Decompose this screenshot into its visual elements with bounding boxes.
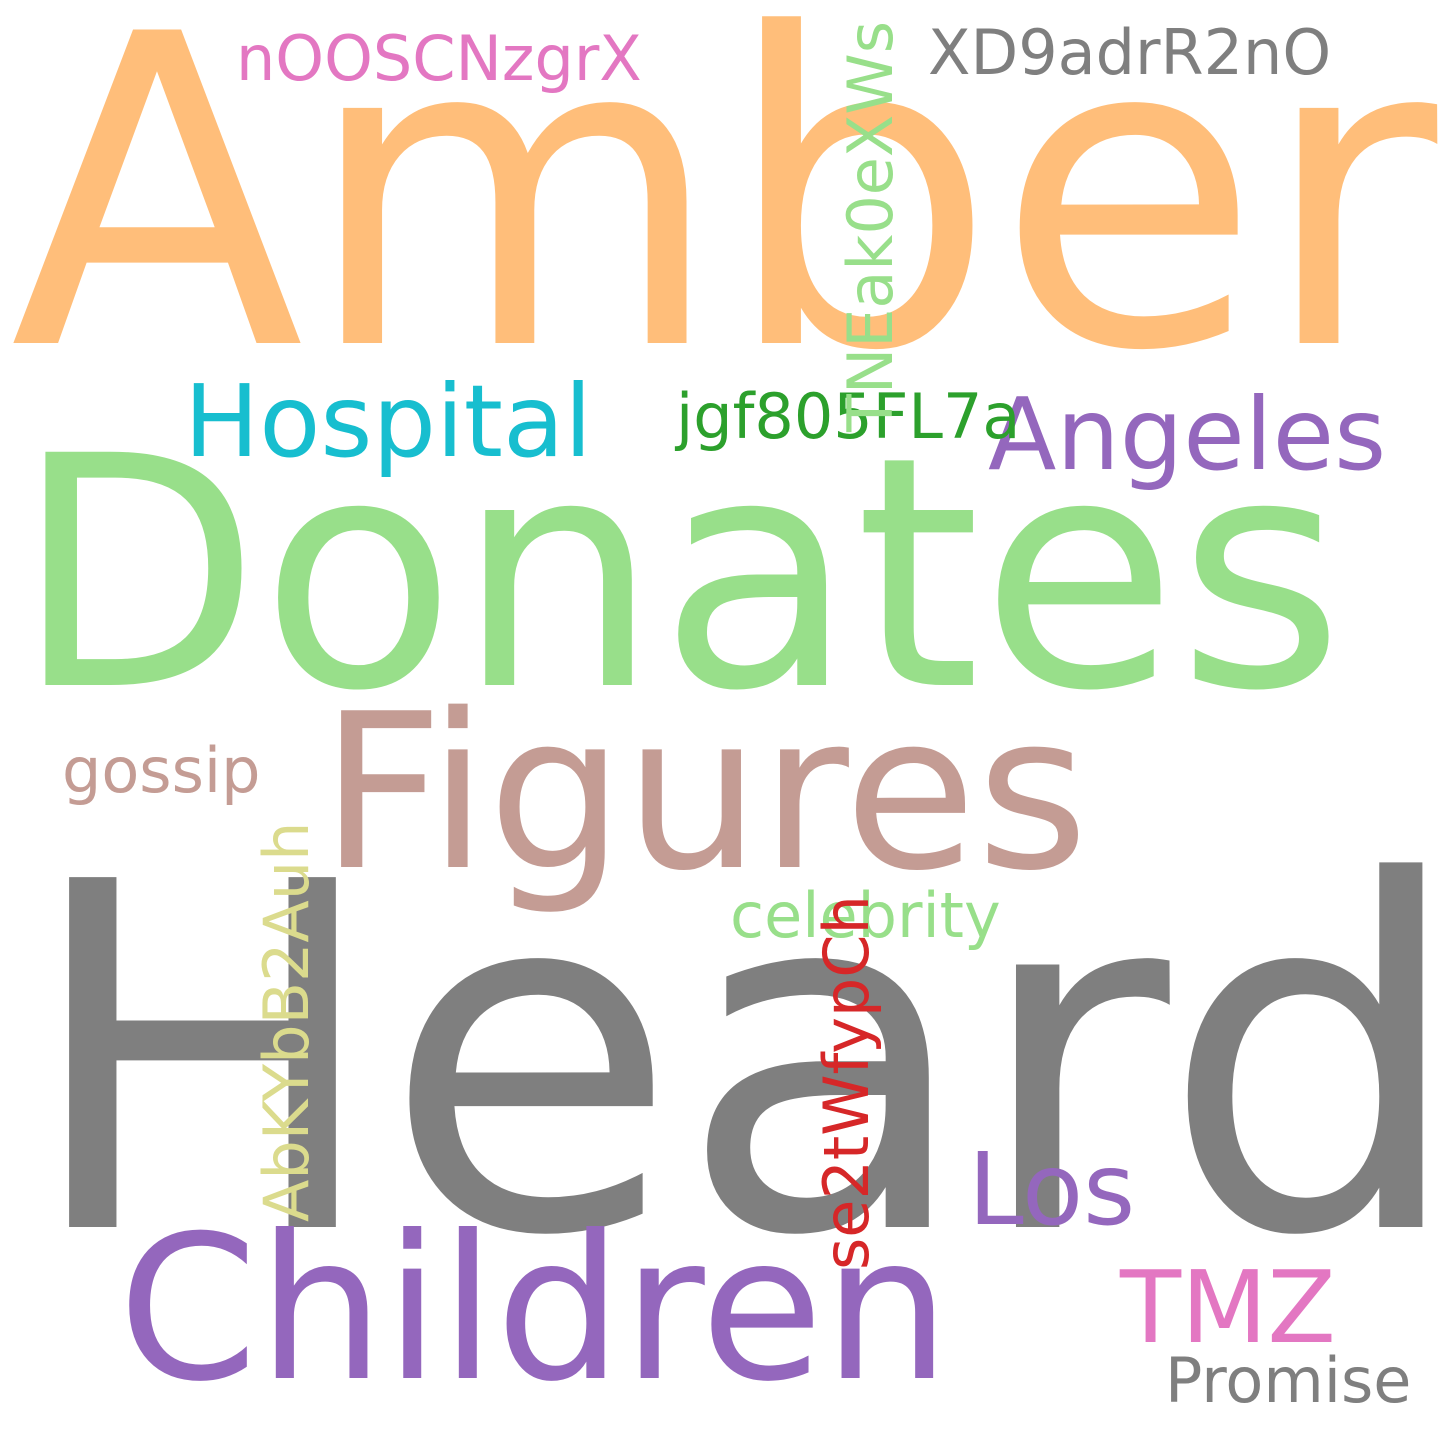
word-hospital: Hospital [184, 363, 593, 480]
word-gossip: gossip [62, 734, 261, 807]
word-jgf: jgf805FL7a [676, 380, 1021, 453]
word-xd9: XD9adrR2nO [928, 16, 1332, 89]
word-donates: Donates [14, 389, 1345, 761]
word-noos: nOOSCNzgrX [236, 22, 642, 95]
word-celebrity: celebrity [730, 879, 1001, 952]
word-amber: Amber [10, 0, 1438, 445]
word-los: Los [968, 1131, 1136, 1248]
word-heard: Heard [22, 782, 1440, 1341]
word-tnea: TNEak0eXWs [834, 21, 907, 432]
word-se2t: se2tWfypCh [810, 895, 883, 1270]
word-promise: Promise [1165, 1344, 1412, 1417]
word-angeles: Angeles [988, 376, 1387, 493]
word-abky: AbKYbB2Auh [250, 821, 323, 1222]
word-tmz: TMZ [1120, 1249, 1336, 1366]
word-children: Children [118, 1193, 951, 1426]
word-figures: Figures [320, 667, 1089, 918]
